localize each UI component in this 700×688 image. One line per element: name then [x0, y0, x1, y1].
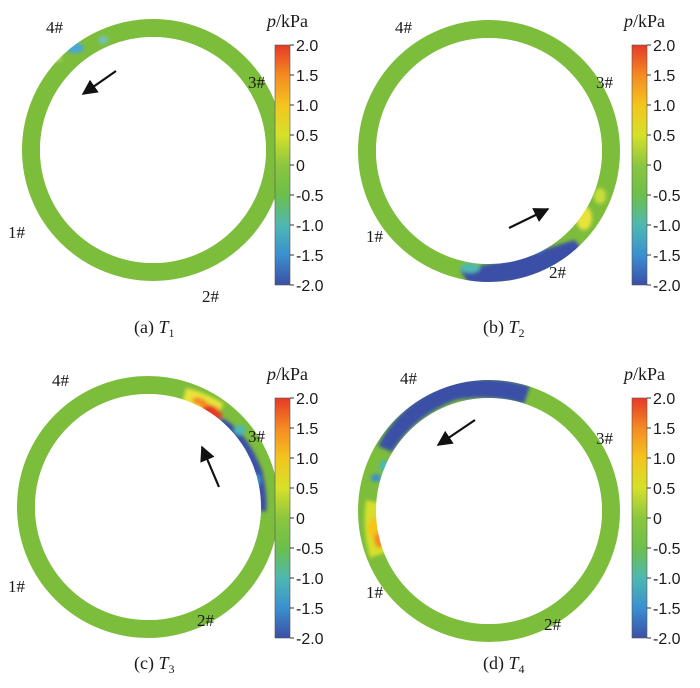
- panel-a: 4# 3# 1# 2#: [8, 18, 284, 306]
- marker-2: 2#: [197, 611, 215, 630]
- marker-1: 1#: [366, 227, 384, 246]
- colorbar-tick-label: 2.0: [653, 391, 675, 408]
- colorbar-b: p/kPa 2.0 1.5 1.0 0.5 0 -0.5 -1.0 -1.5 -2.0: [622, 11, 681, 295]
- colorbar-tick-label: -0.5: [653, 188, 681, 205]
- caption-c: (c) T3: [134, 653, 175, 676]
- marker-2: 2#: [202, 287, 220, 306]
- marker-1: 1#: [366, 583, 384, 602]
- colorbar-tick-label: 2.0: [296, 391, 318, 408]
- colorbar-title: p/kPa: [622, 364, 665, 384]
- colorbar-tick-label: 1.0: [653, 451, 675, 468]
- colorbar-tick-label: -1.0: [296, 571, 324, 588]
- pipe-ring: [17, 376, 279, 638]
- pipe-inner-edge: [35, 394, 261, 620]
- low-pressure-zone: [460, 240, 590, 282]
- colorbar-tick-label: -1.0: [296, 218, 324, 235]
- low-pressure-spot: [54, 54, 62, 62]
- colorbar-tick-label: -0.5: [296, 541, 324, 558]
- marker-4: 4#: [52, 371, 70, 390]
- low-pressure-spot: [234, 425, 246, 435]
- colorbar-tick-label: 1.0: [296, 98, 318, 115]
- colorbar-gradient: [631, 44, 648, 286]
- marker-2: 2#: [544, 615, 562, 634]
- flow-arrow: [436, 419, 476, 446]
- high-pressure-spot: [594, 188, 606, 204]
- flow-arrow: [81, 70, 117, 95]
- high-pressure-spot: [192, 397, 208, 407]
- colorbar-tick-label: -1.0: [653, 571, 681, 588]
- low-pressure-spot: [66, 43, 84, 53]
- low-pressure-spot: [98, 36, 108, 44]
- marker-3: 3#: [596, 429, 614, 448]
- colorbar-tick-label: -1.0: [653, 218, 681, 235]
- caption-b: (b) T2: [483, 317, 525, 340]
- colorbar-tick-label: 0.5: [296, 481, 318, 498]
- colorbar-gradient: [274, 44, 291, 286]
- marker-4: 4#: [395, 18, 413, 37]
- colorbar-tick-label: -0.5: [653, 541, 681, 558]
- colorbar-tick-label: -2.0: [653, 631, 681, 648]
- colorbar-a: p/kPa 2.0 1.5 1.0 0.5 0 -0.5 -1.0 -1.5 -2.0: [265, 11, 324, 295]
- pipe-inner-edge: [376, 398, 602, 624]
- marker-3: 3#: [248, 427, 266, 446]
- colorbar-tick-label: 0: [653, 158, 662, 175]
- colorbar-tick-label: 0.5: [653, 128, 675, 145]
- colorbar-tick-label: 1.5: [653, 68, 675, 85]
- marker-3: 3#: [596, 73, 614, 92]
- marker-2: 2#: [549, 263, 567, 282]
- caption-d: (d) T4: [483, 653, 525, 676]
- colorbar-tick-label: -1.5: [653, 601, 681, 618]
- marker-3: 3#: [248, 73, 266, 92]
- colorbar-gradient: [274, 397, 291, 639]
- colorbar-tick-label: 1.5: [296, 68, 318, 85]
- flow-arrow: [200, 445, 221, 488]
- colorbar-title: p/kPa: [622, 11, 665, 31]
- pipe-inner-edge: [40, 37, 266, 263]
- colorbar-tick-label: 2.0: [296, 38, 318, 55]
- marker-1: 1#: [8, 577, 26, 596]
- low-pressure-zone: [378, 380, 530, 452]
- colorbar-tick-label: -0.5: [296, 188, 324, 205]
- marker-4: 4#: [400, 369, 418, 388]
- marker-1: 1#: [8, 223, 26, 242]
- colorbar-tick-label: 1.0: [653, 98, 675, 115]
- colorbar-tick-label: -1.5: [296, 601, 324, 618]
- colorbar-tick-label: 0: [296, 158, 305, 175]
- colorbar-tick-label: -1.5: [296, 248, 324, 265]
- low-pressure-spot: [371, 474, 381, 482]
- colorbars: p/kPa 2.0 1.5 1.0 0.5 0 -0.5 -1.0 -1.5 -2.0 p/kPa 2…: [265, 11, 681, 648]
- colorbar-tick-label: 1.5: [296, 421, 318, 438]
- panel-d: 4# 3# 1# 2#: [358, 369, 620, 642]
- colorbar-tick-label: -1.5: [653, 248, 681, 265]
- colorbar-gradient: [631, 397, 648, 639]
- panel-b: 4# 3# 1# 2#: [358, 18, 620, 282]
- colorbar-d: p/kPa 2.0 1.5 1.0 0.5 0 -0.5 -1.0 -1.5 -2.0: [622, 364, 681, 648]
- colorbar-c: p/kPa 2.0 1.5 1.0 0.5 0 -0.5 -1.0 -1.5 -2.0: [265, 364, 324, 648]
- pipe-inner-edge: [376, 38, 602, 264]
- colorbar-tick-label: -2.0: [296, 278, 324, 295]
- colorbar-tick-label: 1.5: [653, 421, 675, 438]
- colorbar-tick-label: -2.0: [296, 631, 324, 648]
- colorbar-tick-label: 2.0: [653, 38, 675, 55]
- flow-arrow: [508, 208, 550, 229]
- colorbar-tick-label: 0.5: [653, 481, 675, 498]
- colorbar-title: p/kPa: [265, 364, 308, 384]
- caption-a: (a) T1: [134, 317, 175, 340]
- marker-4: 4#: [46, 18, 64, 37]
- colorbar-tick-label: -2.0: [653, 278, 681, 295]
- colorbar-tick-label: 1.0: [296, 451, 318, 468]
- low-pressure-spot: [460, 263, 480, 273]
- colorbar-tick-label: 0: [296, 511, 305, 528]
- colorbar-tick-label: 0: [653, 511, 662, 528]
- panel-c: 4# 3# 1# 2#: [8, 371, 279, 638]
- colorbar-title: p/kPa: [265, 11, 308, 31]
- colorbar-tick-label: 0.5: [296, 128, 318, 145]
